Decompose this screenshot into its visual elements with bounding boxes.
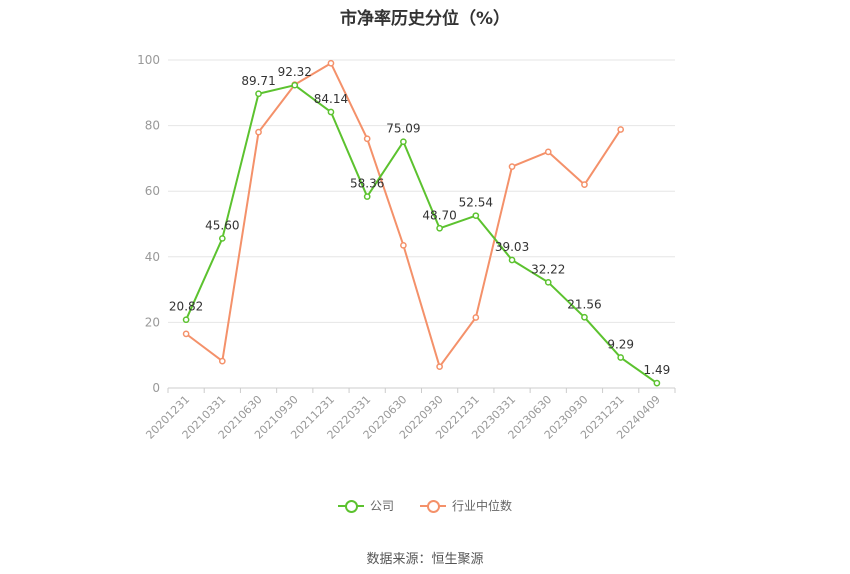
data-point — [400, 138, 407, 146]
data-label: 92.32 — [278, 65, 312, 79]
y-tick-label: 0 — [152, 381, 160, 395]
data-point — [472, 314, 480, 321]
legend: 公司 行业中位数 — [0, 497, 850, 514]
data-point — [653, 379, 661, 387]
data-label: 9.29 — [607, 338, 634, 352]
legend-label-company: 公司 — [369, 499, 394, 513]
data-point — [363, 193, 371, 200]
data-label: 21.56 — [567, 297, 601, 311]
data-point — [255, 128, 262, 136]
legend-swatch-company — [337, 499, 364, 513]
data-point — [508, 256, 516, 264]
data-label: 45.60 — [205, 218, 239, 232]
y-tick-label: 40 — [145, 250, 160, 264]
data-point — [472, 212, 480, 220]
data-label: 58.36 — [350, 177, 384, 191]
data-point — [581, 181, 588, 188]
data-label: 1.49 — [644, 363, 671, 377]
data-label: 89.71 — [241, 74, 275, 88]
data-point — [182, 316, 190, 324]
y-tick-label: 60 — [145, 184, 160, 198]
data-point — [255, 90, 262, 98]
data-label: 84.14 — [314, 92, 348, 106]
series-line — [185, 62, 622, 368]
data-point — [544, 148, 552, 156]
data-source: 数据来源：恒生聚源 — [366, 552, 484, 567]
legend-swatch-industry-median — [420, 499, 446, 513]
data-point — [327, 59, 335, 67]
data-label: 75.09 — [386, 122, 420, 136]
data-point — [327, 108, 335, 116]
data-point — [617, 354, 625, 361]
data-point — [581, 313, 588, 321]
data-point — [218, 357, 226, 365]
data-label: 20.82 — [169, 300, 203, 314]
data-label: 39.03 — [495, 240, 529, 254]
legend-item-company[interactable]: 公司 — [337, 497, 394, 514]
data-label: 52.54 — [459, 196, 493, 210]
data-point — [182, 330, 190, 338]
legend-label-industry-median: 行业中位数 — [452, 499, 513, 513]
chart-title: 市净率历史分位（%） — [339, 9, 511, 29]
data-point — [508, 163, 516, 170]
y-tick-label: 20 — [145, 315, 160, 329]
data-point — [291, 81, 299, 89]
data-point — [363, 135, 371, 143]
legend-item-industry-median[interactable]: 行业中位数 — [420, 497, 512, 514]
data-point — [436, 224, 443, 232]
data-point — [218, 235, 226, 242]
data-label: 32.22 — [531, 262, 565, 276]
data-point — [544, 278, 552, 286]
data-label: 48.70 — [422, 208, 456, 222]
data-point — [617, 126, 625, 133]
y-tick-label: 100 — [137, 53, 160, 67]
data-point — [400, 241, 407, 249]
data-point — [436, 363, 443, 371]
y-tick-label: 80 — [145, 119, 160, 133]
series-line — [185, 84, 658, 384]
